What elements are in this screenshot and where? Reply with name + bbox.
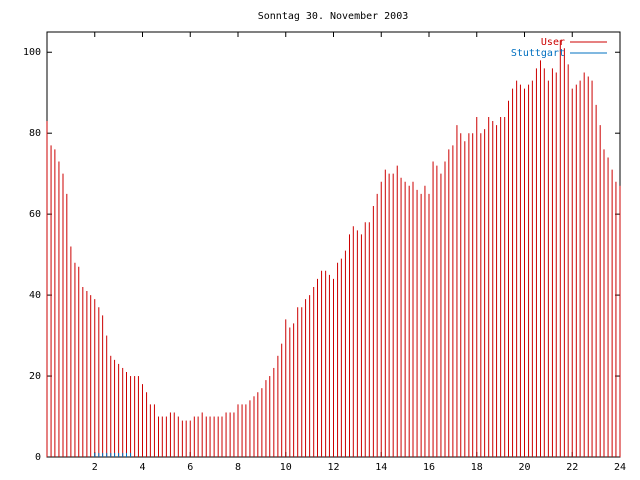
x-tick-label: 22	[566, 462, 578, 473]
x-tick-label: 12	[327, 462, 339, 473]
x-tick-label: 10	[280, 462, 292, 473]
y-tick-label: 20	[29, 371, 41, 382]
y-tick-label: 100	[23, 47, 41, 58]
y-tick-label: 60	[29, 209, 41, 220]
x-tick-label: 14	[375, 462, 387, 473]
x-tick-label: 18	[471, 462, 483, 473]
legend-label: User	[541, 37, 565, 48]
x-tick-label: 8	[235, 462, 241, 473]
y-tick-label: 80	[29, 128, 41, 139]
x-tick-label: 2	[92, 462, 98, 473]
y-tick-label: 40	[29, 290, 41, 301]
x-tick-label: 4	[139, 462, 145, 473]
y-tick-label: 0	[35, 452, 41, 463]
x-tick-label: 6	[187, 462, 193, 473]
x-tick-label: 20	[518, 462, 530, 473]
legend-label: Stuttgart	[511, 48, 565, 59]
chart-title: Sonntag 30. November 2003	[258, 11, 409, 22]
x-tick-label: 24	[614, 462, 626, 473]
x-tick-label: 16	[423, 462, 435, 473]
